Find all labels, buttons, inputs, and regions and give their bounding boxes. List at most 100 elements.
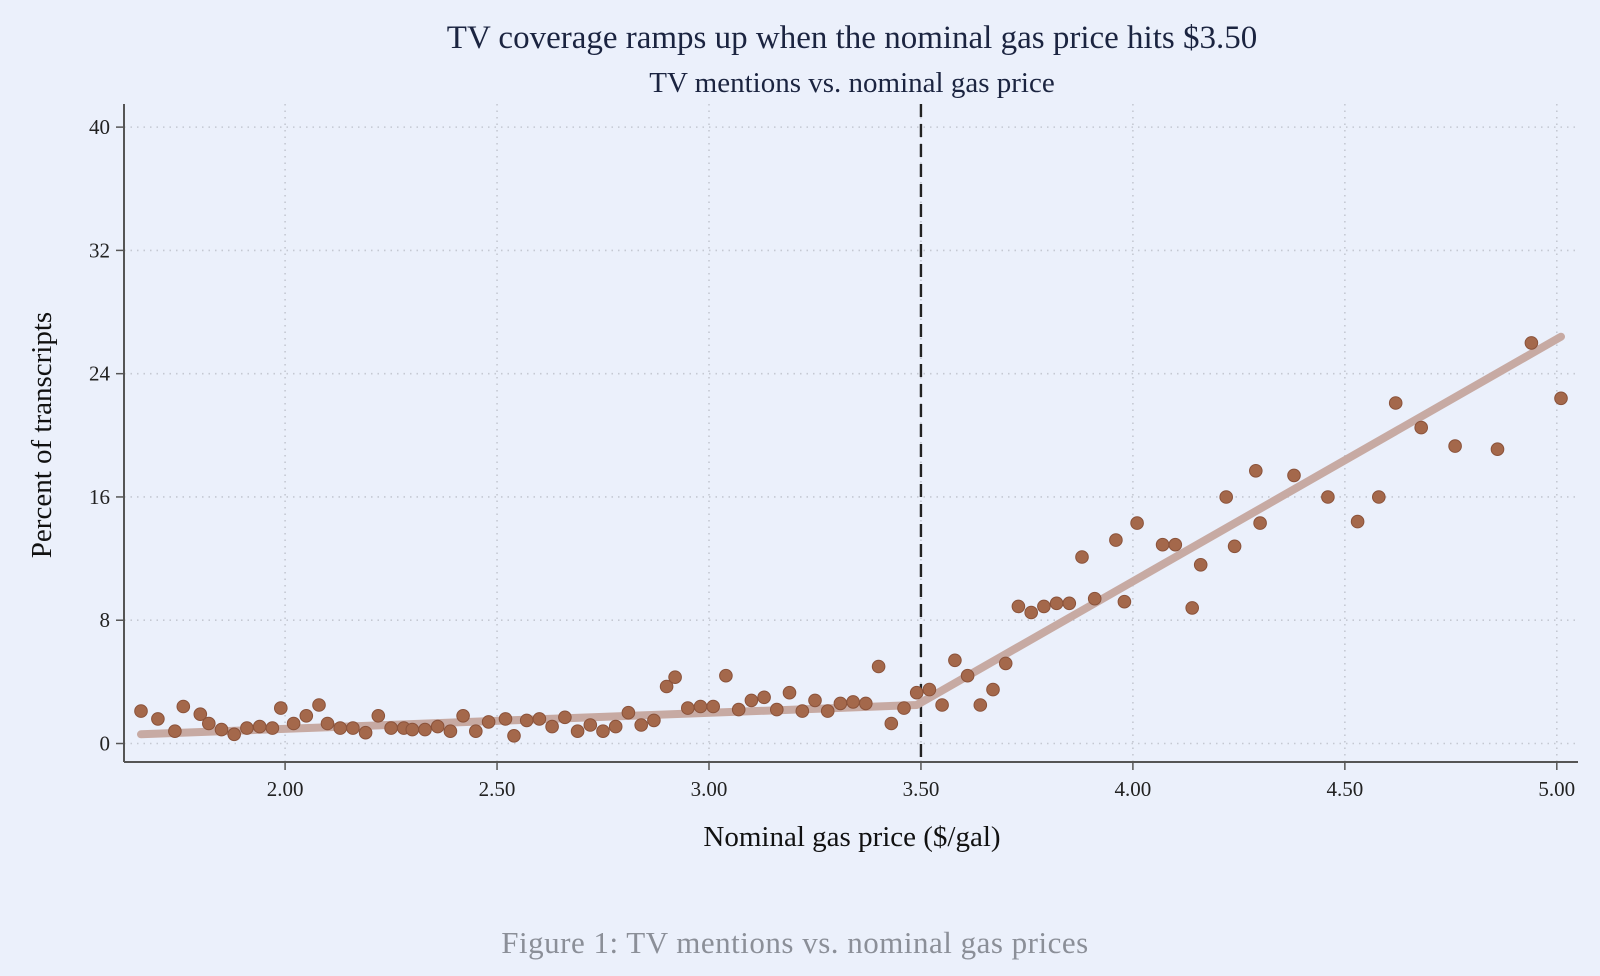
scatter-point (214, 722, 229, 737)
scatter-point (833, 696, 848, 711)
scatter-point (1524, 336, 1539, 350)
scatter-point (859, 696, 873, 711)
scatter-point (1117, 594, 1132, 609)
scatter-point (871, 659, 886, 674)
y-tick-label: 40 (89, 115, 110, 139)
scatter-point (935, 698, 949, 712)
scatter-point (922, 682, 937, 697)
scatter-point (621, 705, 636, 720)
scatter-point (333, 721, 348, 735)
scatter-point (1287, 468, 1301, 483)
scatter-point (545, 719, 559, 734)
scatter-point (286, 716, 301, 731)
scatter-point (782, 685, 797, 700)
scatter-point (274, 701, 288, 715)
scatter-point (1490, 442, 1505, 457)
scatter-point (1087, 591, 1102, 606)
scatter-point (532, 712, 547, 726)
scatter-point (608, 719, 623, 734)
scatter-point (151, 712, 165, 726)
scatter-point (973, 698, 988, 712)
scatter-point (558, 710, 572, 725)
scatter-point (1350, 514, 1365, 529)
scatter-point (1075, 550, 1089, 564)
points-layer (134, 336, 1568, 743)
scatter-point (1185, 601, 1199, 615)
scatter-point (884, 716, 899, 731)
scatter-point (647, 713, 661, 728)
scatter-point (1049, 596, 1064, 611)
scatter-point (1554, 391, 1568, 406)
scatter-point (481, 715, 496, 729)
scatter-point (757, 690, 771, 705)
y-tick-label: 24 (89, 362, 111, 386)
y-tick-label: 16 (89, 485, 110, 509)
scatter-point (719, 668, 733, 683)
scatter-point (770, 702, 784, 717)
scatter-point (405, 722, 420, 737)
scatter-point (1130, 516, 1144, 530)
scatter-point (1219, 490, 1233, 504)
scatter-point (507, 729, 521, 743)
x-tick-label: 2.50 (479, 777, 516, 801)
fit-line-layer (137, 332, 1565, 739)
x-tick-label: 3.50 (903, 777, 940, 801)
y-axis-label: Percent of transcripts (26, 312, 58, 558)
scatter-point (469, 724, 483, 739)
scatter-point (358, 725, 373, 740)
scatter-point (1227, 539, 1242, 554)
scatter-point (265, 721, 280, 735)
scatter-point (430, 719, 445, 734)
scatter-point (668, 670, 682, 685)
scatter-point (346, 721, 360, 735)
scatter-point (1037, 599, 1051, 614)
scatter-point (681, 701, 695, 715)
scatter-point (134, 704, 148, 718)
scatter-point (312, 698, 326, 712)
scatter-point (1249, 464, 1263, 478)
scatter-point (706, 699, 721, 714)
scatter-point (1414, 420, 1428, 435)
scatter-point (418, 722, 432, 737)
scatter-point (320, 716, 335, 731)
scatter-point (240, 721, 254, 735)
scatter-point (299, 709, 314, 723)
x-tick-label: 5.00 (1538, 777, 1575, 801)
scatter-point (202, 716, 216, 731)
scatter-point (948, 653, 962, 668)
scatter-point (1372, 490, 1386, 504)
x-tick-label: 2.00 (267, 777, 304, 801)
scatter-point (1193, 558, 1208, 572)
scatter-point (820, 704, 835, 718)
scatter-point (998, 656, 1013, 671)
scatter-point (1062, 596, 1077, 611)
grid-layer (124, 104, 1578, 762)
x-tick-label: 3.00 (691, 777, 728, 801)
scatter-point (1168, 537, 1183, 552)
scatter-point (1321, 490, 1335, 504)
scatter-point (1109, 533, 1123, 547)
scatter-point (1011, 599, 1026, 614)
scatter-point (846, 695, 860, 709)
scatter-point (897, 701, 911, 715)
scatter-point (693, 699, 708, 714)
ticks-layer: 0 8 16 24 32 40 2.00 2.50 3.00 3.50 4.00 4.50 5.00 (89, 115, 1575, 801)
y-tick-label: 0 (100, 732, 111, 756)
figure-caption: Figure 1: TV mentions vs. nominal gas pr… (501, 925, 1088, 960)
scatter-point (443, 724, 458, 739)
y-tick-label: 32 (89, 238, 110, 262)
scatter-point (731, 702, 746, 717)
scatter-point (596, 724, 610, 739)
fit-line (137, 332, 1565, 739)
scatter-point (176, 699, 191, 714)
scatter-point (1448, 439, 1462, 453)
scatter-point (1388, 396, 1403, 410)
x-axis-label: Nominal gas price ($/gal) (703, 821, 1000, 853)
scatter-point (371, 709, 386, 723)
scatter-point (1024, 605, 1038, 620)
scatter-point (519, 713, 534, 728)
scatter-point (1155, 537, 1170, 552)
scatter-point (1253, 516, 1267, 530)
